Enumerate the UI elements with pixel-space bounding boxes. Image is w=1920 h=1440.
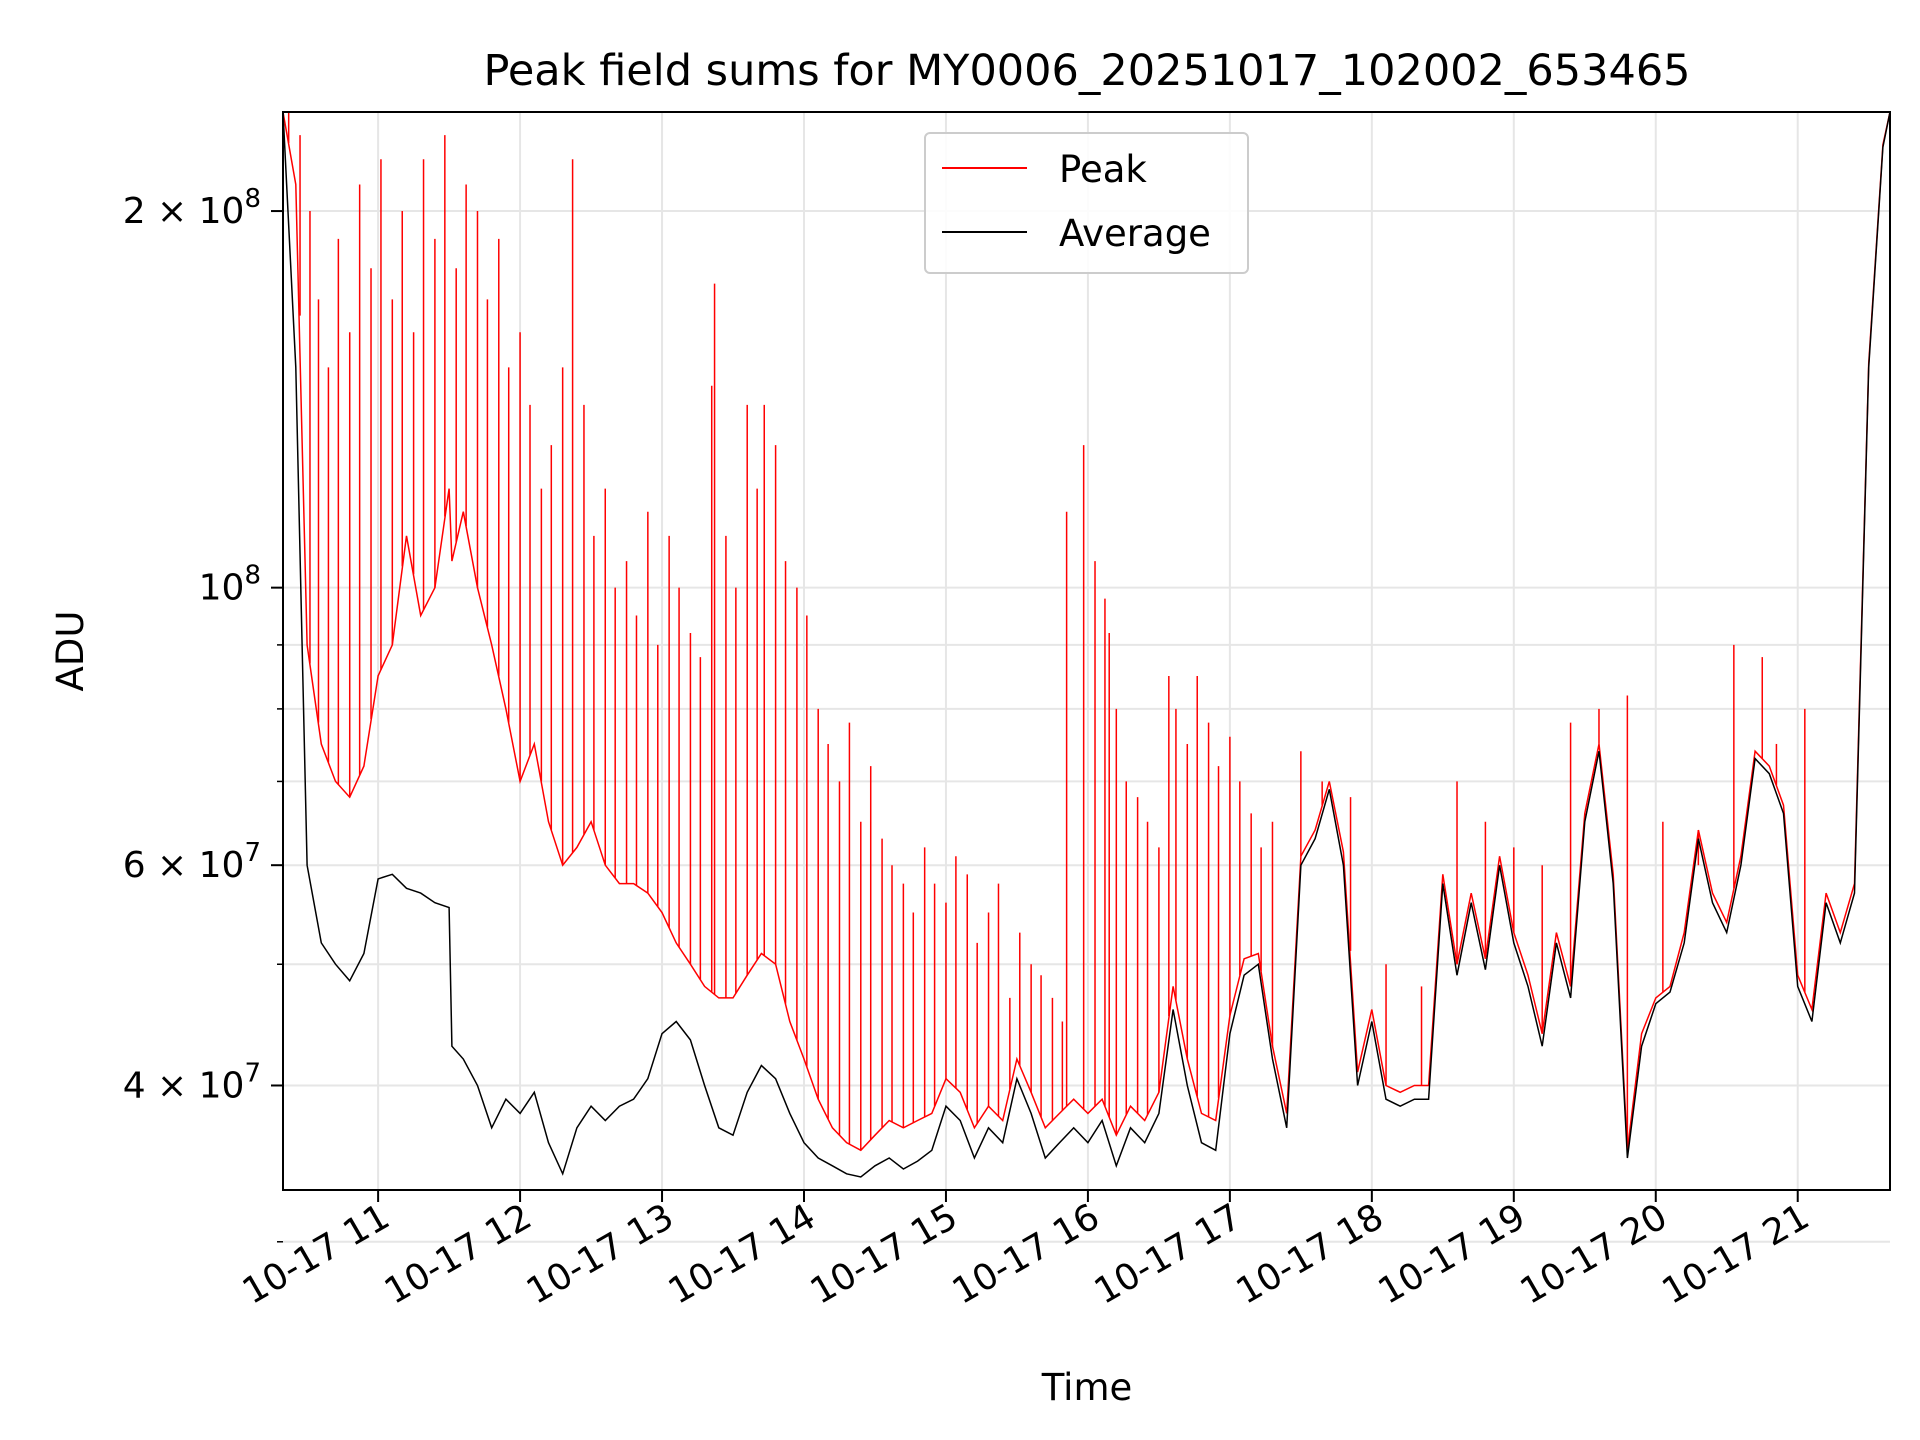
x-tick-label: 10-17 12 (378, 1196, 539, 1312)
legend: Peak Average (924, 132, 1249, 274)
series-layer (283, 112, 1890, 1178)
plot-area (283, 112, 1890, 1178)
y-tick-label: 6 × 107 (123, 838, 261, 886)
x-tick-label: 10-17 11 (236, 1196, 397, 1312)
x-tick-label: 10-17 16 (946, 1196, 1107, 1312)
legend-label-average: Average (1059, 212, 1211, 255)
x-tick-label: 10-17 17 (1088, 1196, 1249, 1312)
legend-label-peak: Peak (1059, 148, 1147, 191)
x-tick-label: 10-17 18 (1230, 1196, 1391, 1312)
series-line-average (283, 112, 1890, 1178)
chart-title: Peak field sums for MY0006_20251017_1020… (483, 46, 1690, 96)
x-tick-label: 10-17 20 (1514, 1196, 1675, 1312)
x-tick-label: 10-17 19 (1372, 1196, 1533, 1312)
x-tick-label: 10-17 21 (1656, 1196, 1817, 1312)
y-axis-label: ADU (49, 611, 92, 692)
x-tick-label: 10-17 13 (520, 1196, 681, 1312)
axes-frame (282, 111, 1891, 1191)
y-tick-label: 2 × 108 (123, 184, 261, 232)
x-axis-label: Time (1041, 1366, 1133, 1409)
x-tick-label: 10-17 15 (804, 1196, 965, 1312)
grid (283, 112, 1890, 1243)
x-tick-label: 10-17 14 (662, 1196, 823, 1312)
y-tick-label: 108 (199, 561, 261, 609)
y-tick-label: 4 × 107 (123, 1058, 261, 1106)
y-axis-ticks: 4 × 107 6 × 107 108 2 × 108 (123, 184, 283, 1243)
